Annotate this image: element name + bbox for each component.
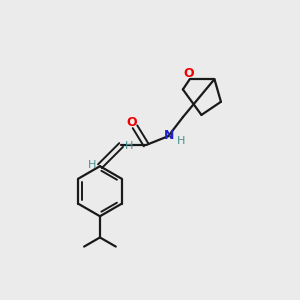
Text: H: H xyxy=(125,142,134,152)
Text: H: H xyxy=(88,160,96,170)
Text: O: O xyxy=(126,116,137,129)
Text: H: H xyxy=(176,136,185,146)
Text: O: O xyxy=(183,68,194,80)
Text: N: N xyxy=(164,129,174,142)
